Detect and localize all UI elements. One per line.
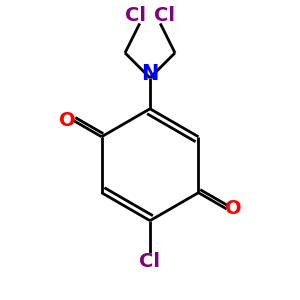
Text: Cl: Cl [140,252,160,271]
Text: O: O [59,111,75,130]
Text: N: N [141,64,159,84]
Text: O: O [225,200,241,218]
Text: Cl: Cl [125,6,146,25]
Text: Cl: Cl [154,6,175,25]
